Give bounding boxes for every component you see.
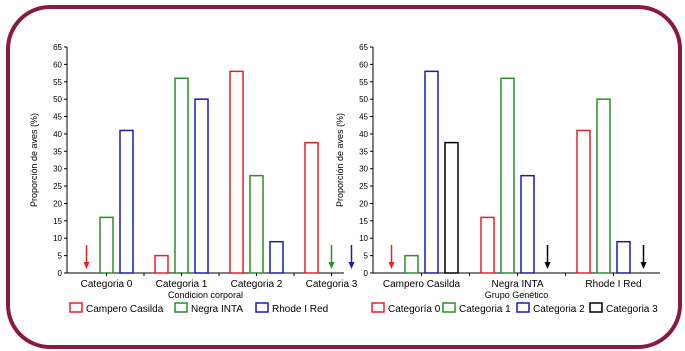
y-axis-title: Proporción de aves (%) bbox=[335, 113, 345, 207]
x-tick-label: Categoria 0 bbox=[81, 279, 133, 290]
bar bbox=[249, 174, 264, 274]
legend-swatch bbox=[69, 302, 83, 313]
y-tick-label: 35 bbox=[359, 147, 368, 156]
x-tick-label: Categoria 3 bbox=[306, 279, 358, 290]
legend-label: Campero Casilda bbox=[86, 304, 164, 315]
bar bbox=[480, 216, 495, 274]
y-tick-label: 15 bbox=[359, 217, 368, 226]
legend-swatch bbox=[589, 302, 603, 313]
y-tick-label: 25 bbox=[53, 182, 62, 191]
x-tick-label: Campero Casilda bbox=[383, 279, 461, 290]
y-tick-label: 55 bbox=[359, 78, 368, 87]
x-tick-label: Rhode I Red bbox=[585, 279, 641, 290]
x-axis-title: Condicion corporal bbox=[168, 290, 243, 300]
y-tick-label: 25 bbox=[359, 182, 368, 191]
x-tick-label: Categoria 1 bbox=[156, 279, 208, 290]
legend-label: Categoria 2 bbox=[533, 304, 585, 315]
bar bbox=[119, 129, 134, 274]
y-axis-title: Proporción de aves (%) bbox=[29, 113, 39, 207]
legend-swatch bbox=[442, 302, 456, 313]
bar bbox=[194, 98, 209, 274]
legend-swatch bbox=[371, 302, 385, 313]
legend-swatch bbox=[174, 302, 188, 313]
legend-label: Categoria 1 bbox=[459, 304, 511, 315]
y-tick-label: 65 bbox=[53, 43, 62, 52]
y-tick-label: 20 bbox=[359, 199, 368, 208]
y-tick-label: 5 bbox=[364, 252, 369, 261]
bar bbox=[154, 254, 169, 274]
y-tick-label: 0 bbox=[58, 269, 63, 278]
y-tick-label: 5 bbox=[58, 252, 63, 261]
bar bbox=[174, 77, 189, 274]
y-tick-label: 20 bbox=[53, 199, 62, 208]
y-tick-label: 50 bbox=[359, 95, 368, 104]
y-tick-label: 50 bbox=[53, 95, 62, 104]
bar bbox=[616, 240, 631, 274]
zero-arrow-head bbox=[328, 262, 335, 269]
bar bbox=[269, 240, 284, 274]
y-tick-label: 10 bbox=[53, 234, 62, 243]
zero-arrow-head bbox=[83, 262, 90, 269]
legend-label: Categoría 0 bbox=[388, 304, 441, 315]
y-tick-label: 40 bbox=[53, 130, 62, 139]
y-tick-label: 0 bbox=[364, 269, 369, 278]
y-tick-label: 15 bbox=[53, 217, 62, 226]
legend-label: Rhode I Red bbox=[272, 304, 328, 315]
zero-arrow-head bbox=[348, 262, 355, 269]
y-tick-label: 45 bbox=[359, 113, 368, 122]
legend-swatch bbox=[255, 302, 269, 313]
bar bbox=[404, 254, 419, 274]
y-tick-label: 45 bbox=[53, 113, 62, 122]
bar bbox=[424, 70, 439, 274]
bar bbox=[99, 216, 114, 274]
chart-frame bbox=[6, 5, 682, 349]
bar bbox=[520, 174, 535, 274]
bar bbox=[576, 129, 591, 274]
y-tick-label: 65 bbox=[359, 43, 368, 52]
y-tick-label: 40 bbox=[359, 130, 368, 139]
y-tick-label: 10 bbox=[359, 234, 368, 243]
x-axis-title: Grupo Genético bbox=[485, 290, 549, 300]
zero-arrow-head bbox=[640, 262, 647, 269]
zero-arrow-head bbox=[388, 262, 395, 269]
y-tick-label: 30 bbox=[53, 165, 62, 174]
y-tick-label: 30 bbox=[359, 165, 368, 174]
bar bbox=[500, 77, 515, 274]
bar bbox=[596, 98, 611, 274]
y-tick-label: 55 bbox=[53, 78, 62, 87]
y-tick-label: 35 bbox=[53, 147, 62, 156]
x-tick-label: Negra INTA bbox=[491, 279, 543, 290]
bar bbox=[304, 141, 319, 274]
y-tick-label: 60 bbox=[359, 60, 368, 69]
legend-label: Negra INTA bbox=[191, 304, 243, 315]
y-tick-label: 60 bbox=[53, 60, 62, 69]
zero-arrow-head bbox=[544, 262, 551, 269]
x-tick-label: Categoria 2 bbox=[231, 279, 283, 290]
bar bbox=[229, 70, 244, 274]
legend-label: Categoria 3 bbox=[606, 304, 658, 315]
legend-swatch bbox=[516, 302, 530, 313]
bar bbox=[444, 141, 459, 274]
